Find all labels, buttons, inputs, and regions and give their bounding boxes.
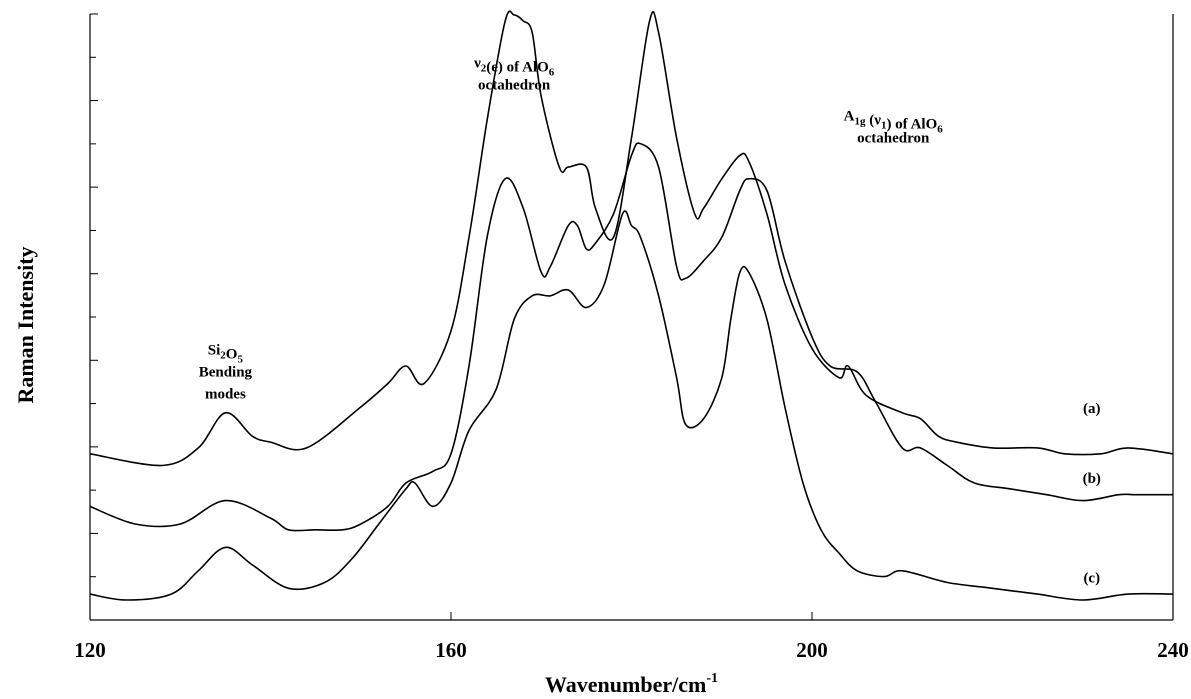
annotation-subscript: 2 <box>481 63 487 75</box>
x-axis-ticks: 120 160 200 240 <box>74 612 1189 662</box>
annotation-subscript: 1 <box>881 119 887 131</box>
plot-frame <box>89 14 1174 621</box>
annotation-text: (ν <box>865 112 881 128</box>
annotation-text: (e) of AlO <box>486 60 548 76</box>
annotation-text: octahedron <box>478 78 551 94</box>
annotation-line: octahedron <box>478 78 551 94</box>
annotation-line: modes <box>205 386 246 402</box>
annotation-subscript: 2 <box>220 349 226 361</box>
x-tick-label: 160 <box>435 638 467 662</box>
annotation-text: octahedron <box>857 130 930 146</box>
annotation-subscript: 5 <box>237 353 243 365</box>
annotation-line: Bending <box>199 364 253 380</box>
x-tick-label: 120 <box>74 638 106 662</box>
series-label: (c) <box>1083 570 1100 586</box>
annotation-text: ) of AlO <box>886 116 937 132</box>
annotation-text: Bending <box>199 364 253 380</box>
series-line-1 <box>89 10 1174 467</box>
series-label: (b) <box>1083 471 1101 487</box>
series-line-3 <box>89 210 1174 601</box>
series-labels: (a) (b) (c) <box>1083 401 1101 587</box>
annotation-text: O <box>226 346 238 362</box>
y-axis-title: Raman Intensity <box>13 246 38 403</box>
annotation-subscript: 1g <box>854 115 866 127</box>
annotation-text: Si <box>208 342 221 358</box>
x-tick-label: 240 <box>1157 638 1189 662</box>
annotation-line: A1g (ν1) of AlO6 <box>844 108 944 135</box>
annotation-text: ν <box>473 56 481 72</box>
x-axis-title: Wavenumber/cm-1 <box>545 671 718 697</box>
annotation-subscript: 6 <box>937 123 943 135</box>
annotation-subscript: 6 <box>549 67 555 79</box>
series-label: (a) <box>1083 401 1101 417</box>
series-line-2 <box>89 142 1173 532</box>
x-tick-label: 200 <box>796 638 828 662</box>
annotation-line: ν2(e) of AlO6 <box>473 56 555 79</box>
x-axis-title-superscript: -1 <box>706 671 718 686</box>
annotation-line: octahedron <box>857 130 930 146</box>
series-layer <box>89 10 1174 601</box>
y-axis-ticks <box>90 13 98 621</box>
annotation-line: Si2O5 <box>208 342 244 365</box>
annotation-text: A <box>844 108 855 124</box>
annotation-text: modes <box>205 386 246 402</box>
